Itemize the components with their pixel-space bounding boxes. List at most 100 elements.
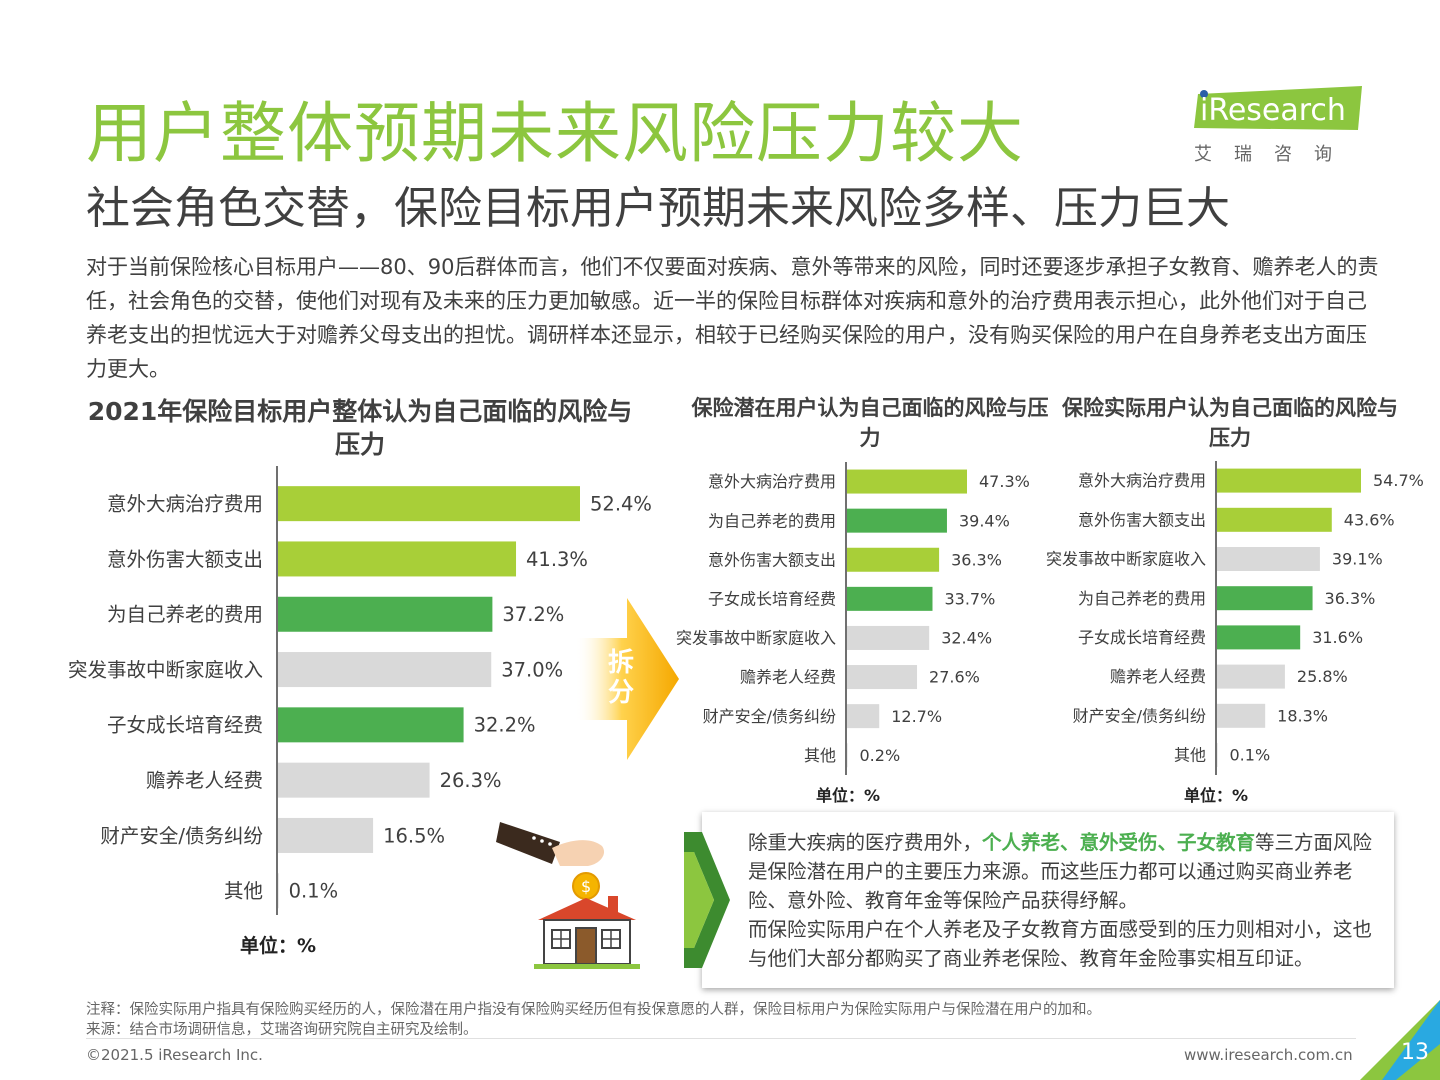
value-label-actual-2: 39.1% xyxy=(1332,550,1383,569)
category-label-potential-3: 子女成长培育经费 xyxy=(708,589,836,608)
category-label-actual-3: 为自己养老的费用 xyxy=(1078,589,1206,608)
unit-label-potential: 单位：% xyxy=(816,786,880,805)
value-label-overall-3: 37.0% xyxy=(501,658,563,681)
value-label-overall-6: 16.5% xyxy=(383,824,445,847)
conclusion-text-second: 而保险实际用户在个人养老及子女教育方面感受到的压力则相对小，这也与他们大部分都购… xyxy=(748,918,1373,970)
value-label-potential-4: 32.4% xyxy=(941,629,992,648)
bar-actual-2 xyxy=(1217,547,1320,571)
bar-overall-7 xyxy=(278,873,279,909)
website-link[interactable]: www.iresearch.com.cn xyxy=(1184,1046,1353,1064)
conclusion-text-post: 等三方面风险是保险潜在用户的主要压力来源。而这些压力都可以通过购买商业养老险、意… xyxy=(748,831,1373,912)
value-label-overall-7: 0.1% xyxy=(289,880,339,903)
value-label-potential-0: 47.3% xyxy=(979,472,1030,491)
category-label-potential-0: 意外大病治疗费用 xyxy=(708,472,836,491)
bar-potential-1 xyxy=(847,508,947,533)
category-label-potential-7: 其他 xyxy=(804,746,836,765)
iresearch-logo: iResearch xyxy=(1194,86,1362,130)
category-label-overall-1: 意外伤害大额支出 xyxy=(107,548,263,571)
bar-potential-3 xyxy=(847,586,933,611)
bar-actual-7 xyxy=(1217,743,1218,767)
bar-potential-0 xyxy=(847,469,967,494)
bar-overall-5 xyxy=(278,762,430,798)
category-label-actual-1: 意外伤害大额支出 xyxy=(1078,510,1206,529)
split-arrow-icon xyxy=(575,598,679,760)
value-label-potential-2: 36.3% xyxy=(951,550,1002,569)
bar-overall-3 xyxy=(278,652,492,688)
source-note: 来源：结合市场调研信息，艾瑞咨询研究院自主研究及绘制。 xyxy=(86,1022,478,1038)
value-label-actual-0: 54.7% xyxy=(1373,471,1424,490)
value-label-overall-5: 26.3% xyxy=(440,769,502,792)
split-label: 拆分 xyxy=(607,648,634,708)
bar-actual-1 xyxy=(1217,507,1332,532)
category-label-actual-7: 其他 xyxy=(1174,746,1206,765)
footer-divider xyxy=(86,1038,1356,1039)
category-label-potential-4: 突发事故中断家庭收入 xyxy=(676,629,836,648)
category-label-overall-4: 子女成长培育经费 xyxy=(107,714,263,737)
category-label-actual-0: 意外大病治疗费用 xyxy=(1078,471,1206,490)
value-label-potential-7: 0.2% xyxy=(860,746,901,765)
chart-title-actual: 保险实际用户认为自己面临的风险与压力 xyxy=(1062,396,1398,450)
conclusion-highlight: 个人养老、意外受伤、子女教育 xyxy=(982,831,1256,854)
page-number: 13 xyxy=(1401,1040,1429,1065)
page-subtitle: 社会角色交替，保险目标用户预期未来风险多样、压力巨大 xyxy=(86,183,1230,234)
value-label-overall-2: 37.2% xyxy=(502,603,564,626)
value-label-actual-3: 36.3% xyxy=(1325,589,1376,608)
bar-actual-3 xyxy=(1217,586,1313,611)
unit-label-overall: 单位：% xyxy=(240,934,316,957)
value-label-potential-3: 33.7% xyxy=(944,589,995,608)
value-label-potential-6: 12.7% xyxy=(891,707,942,726)
page-title: 用户整体预期未来风险压力较大 xyxy=(86,95,1024,172)
bar-potential-2 xyxy=(847,547,940,572)
callout-chevron-icon xyxy=(684,832,730,968)
bar-actual-4 xyxy=(1217,625,1301,650)
bar-overall-0 xyxy=(278,486,580,522)
bar-overall-1 xyxy=(278,541,517,577)
bar-potential-7 xyxy=(847,743,848,768)
bar-potential-6 xyxy=(847,704,880,729)
logo-wordmark: iResearch xyxy=(1200,93,1346,128)
bar-actual-0 xyxy=(1217,468,1361,493)
bar-actual-5 xyxy=(1217,664,1285,689)
house-savings-icon: $ xyxy=(496,822,640,969)
value-label-potential-5: 27.6% xyxy=(929,668,980,687)
category-label-actual-6: 财产安全/债务纠纷 xyxy=(1073,706,1206,725)
category-label-actual-5: 赡养老人经费 xyxy=(1110,667,1206,686)
category-label-overall-3: 突发事故中断家庭收入 xyxy=(68,658,263,681)
value-label-potential-1: 39.4% xyxy=(959,511,1010,530)
conclusion-text-pre: 除重大疾病的医疗费用外， xyxy=(748,831,983,854)
copyright: ©2021.5 iResearch Inc. xyxy=(86,1046,263,1064)
category-label-potential-5: 赡养老人经费 xyxy=(740,668,836,687)
category-label-overall-6: 财产安全/债务纠纷 xyxy=(100,824,263,847)
category-label-potential-6: 财产安全/债务纠纷 xyxy=(703,707,836,726)
conclusion-text: 除重大疾病的医疗费用外，个人养老、意外受伤、子女教育等三方面风险是保险潜在用户的… xyxy=(748,828,1378,973)
value-label-overall-4: 32.2% xyxy=(474,714,536,737)
category-label-actual-2: 突发事故中断家庭收入 xyxy=(1046,550,1206,569)
conclusion-box xyxy=(702,812,1394,988)
category-label-overall-2: 为自己养老的费用 xyxy=(107,603,263,626)
value-label-actual-5: 25.8% xyxy=(1297,667,1348,686)
value-label-actual-7: 0.1% xyxy=(1230,746,1271,765)
svg-text:$: $ xyxy=(581,877,591,896)
footnote: 注释：保险实际用户指具有保险购买经历的人，保险潜在用户指没有保险购买经历但有投保… xyxy=(86,1002,1101,1018)
corner-decoration xyxy=(1360,1000,1440,1080)
bar-potential-5 xyxy=(847,665,918,690)
chart-title-overall: 2021年保险目标用户整体认为自己面临的风险与压力 xyxy=(87,397,633,459)
unit-label-actual: 单位：% xyxy=(1184,786,1248,805)
category-label-overall-0: 意外大病治疗费用 xyxy=(107,492,263,515)
value-label-actual-6: 18.3% xyxy=(1277,706,1328,725)
bar-overall-6 xyxy=(278,817,374,853)
bar-potential-4 xyxy=(847,625,930,650)
category-label-potential-2: 意外伤害大额支出 xyxy=(708,550,836,569)
bar-actual-6 xyxy=(1217,703,1266,728)
bar-overall-4 xyxy=(278,707,464,743)
intro-paragraph: 对于当前保险核心目标用户——80、90后群体而言，他们不仅要面对疾病、意外等带来… xyxy=(86,255,1379,381)
bar-overall-2 xyxy=(278,596,493,632)
category-label-overall-7: 其他 xyxy=(224,880,263,903)
value-label-actual-4: 31.6% xyxy=(1312,628,1363,647)
category-label-potential-1: 为自己养老的费用 xyxy=(708,511,836,530)
category-label-actual-4: 子女成长培育经费 xyxy=(1078,628,1206,647)
value-label-overall-0: 52.4% xyxy=(590,492,652,515)
value-label-actual-1: 43.6% xyxy=(1344,510,1395,529)
category-label-overall-5: 赡养老人经费 xyxy=(146,769,263,792)
